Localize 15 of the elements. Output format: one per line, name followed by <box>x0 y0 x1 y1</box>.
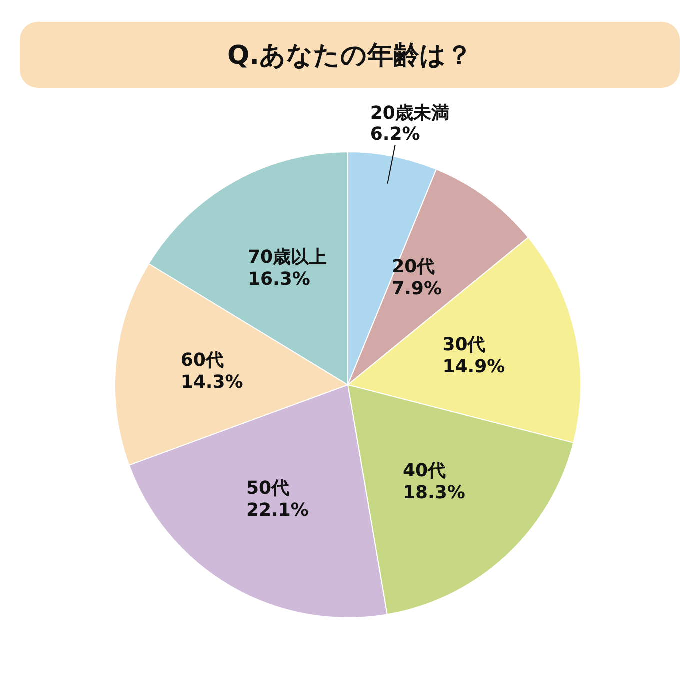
slice-label: 20歳未満 <box>370 102 450 124</box>
slice-label: 40代 <box>403 460 446 482</box>
data-label: 22.1% <box>246 500 309 521</box>
slice-label: 60代 <box>180 350 224 372</box>
data-label: 6.2% <box>370 124 420 145</box>
data-label: 7.9% <box>392 278 442 300</box>
slice-label: 50代 <box>246 478 290 499</box>
slice-label: 30代 <box>442 334 486 356</box>
slice-label: 20代 <box>392 256 436 278</box>
data-label: 14.3% <box>180 372 244 394</box>
chart-title: Q.あなたの年齢は？ <box>228 41 472 71</box>
data-label: 18.3% <box>403 482 466 504</box>
slice-label: 70歳以上 <box>248 247 327 268</box>
data-label: 14.9% <box>442 356 506 378</box>
data-label: 16.3% <box>248 269 310 290</box>
